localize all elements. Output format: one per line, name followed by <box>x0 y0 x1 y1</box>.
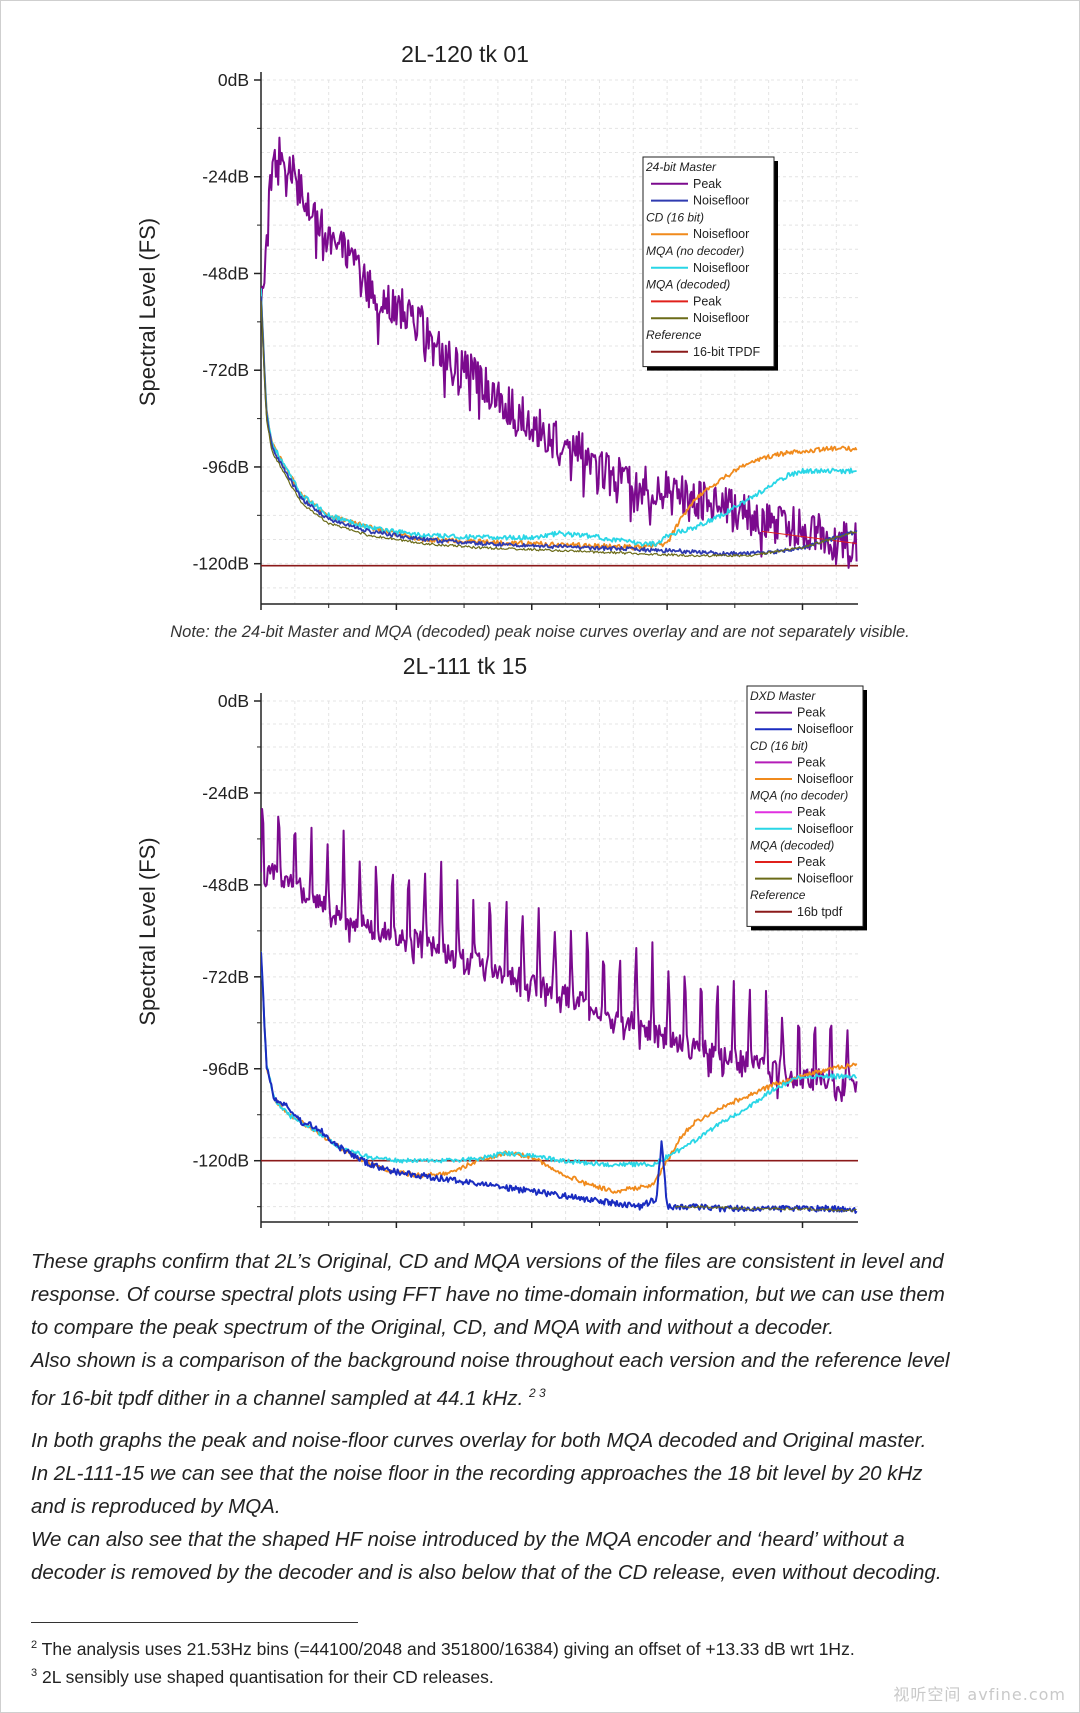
paragraph-1-line: to compare the peak spectrum of the Orig… <box>31 1316 834 1339</box>
series-line <box>674 1205 857 1213</box>
series-group <box>261 808 858 1214</box>
paragraph-2-line: In both graphs the peak and noise-floor … <box>31 1429 927 1452</box>
paragraph-2-line: In 2L-111-15 we can see that the noise f… <box>31 1462 923 1485</box>
y-tick-label: -96dB <box>202 457 249 477</box>
legend-label: 16-bit TPDF <box>693 345 761 359</box>
legend: DXD Master Peak Noisefloor CD (16 bit) Peak N… <box>746 685 867 931</box>
legend-header: MQA (decoded) <box>750 838 834 852</box>
series-line <box>261 300 857 558</box>
chart-note: Note: the 24-bit Master and MQA (decoded… <box>170 623 910 641</box>
y-tick-label: -120dB <box>193 554 249 574</box>
legend-label: Peak <box>797 805 826 819</box>
y-tick-label: -96dB <box>202 1059 249 1079</box>
footnote-number: 2 <box>31 1639 38 1652</box>
legend-box <box>746 685 864 927</box>
series-line <box>761 530 857 544</box>
legend-header: CD (16 bit) <box>750 739 808 753</box>
legend-label: Noisefloor <box>797 772 853 786</box>
footnote-text: 2L sensibly use shaped quantisation for … <box>42 1667 494 1687</box>
legend-header: MQA (no decoder) <box>646 244 744 258</box>
legend-label: Peak <box>693 177 722 191</box>
series-line <box>261 951 858 1168</box>
legend-header: MQA (no decoder) <box>750 789 848 803</box>
legend-header: 24-bit Master <box>645 160 717 174</box>
y-tick-label: 0dB <box>218 691 249 711</box>
chart-title: 2L-111 tk 15 <box>403 657 527 679</box>
footnote-number: 3 <box>31 1667 38 1680</box>
paragraph-2-line: We can also see that the shaped HF noise… <box>31 1528 905 1551</box>
watermark: 视听空间 avfine.com <box>893 1685 1066 1704</box>
series-line <box>261 288 857 547</box>
footnote-divider <box>31 1622 358 1623</box>
paragraph-2: In both graphs the peak and noise-floor … <box>31 1424 1061 1589</box>
paragraph-1-line: These graphs confirm that 2L’s Original,… <box>31 1250 944 1273</box>
legend-label: Peak <box>797 755 826 769</box>
paragraph-1: These graphs confirm that 2L’s Original,… <box>31 1245 1061 1415</box>
y-tick-label: -120dB <box>193 1151 249 1171</box>
legend-header: CD (16 bit) <box>646 210 704 224</box>
y-tick-label: -48dB <box>202 263 249 283</box>
legend-label: 16b tpdf <box>797 905 843 919</box>
footnote-2: 2 The analysis uses 21.53Hz bins (=44100… <box>31 1639 855 1660</box>
footnote-text: The analysis uses 21.53Hz bins (=44100/2… <box>41 1639 855 1659</box>
legend-box <box>642 156 775 368</box>
y-axis-label: Spectral Level (FS) <box>135 837 160 1025</box>
paragraph-2-line: and is reproduced by MQA. <box>31 1495 281 1518</box>
legend-header: Reference <box>646 328 702 342</box>
legend: 24-bit Master Peak Noisefloor CD (16 bit) No… <box>642 156 778 371</box>
legend-label: Peak <box>693 294 722 308</box>
y-axis-label: Spectral Level (FS) <box>135 218 160 406</box>
legend-label: Peak <box>797 855 826 869</box>
legend-label: Noisefloor <box>693 311 749 325</box>
chart-2l-111: 2L-111 tk 15 0dB -24dB -48dB -72dB -96dB -120d… <box>135 657 867 1228</box>
legend-label: Noisefloor <box>797 822 853 836</box>
y-tick-label: -24dB <box>202 783 249 803</box>
legend-header: Reference <box>750 888 806 902</box>
series-line <box>261 952 858 1214</box>
legend-label: Peak <box>797 706 826 720</box>
paragraph-2-line: decoder is removed by the decoder and is… <box>31 1561 942 1584</box>
series-group <box>261 136 858 569</box>
legend-label: Noisefloor <box>797 722 853 736</box>
series-line <box>261 296 858 557</box>
legend-label: Noisefloor <box>797 872 853 886</box>
y-tick-label: -72dB <box>202 360 249 380</box>
paragraph-1-line: for 16-bit tpdf dither in a channel samp… <box>31 1386 524 1410</box>
legend-label: Noisefloor <box>693 194 749 208</box>
paragraph-1-line: response. Of course spectral plots using… <box>31 1283 945 1306</box>
legend-header: DXD Master <box>750 689 816 703</box>
paragraph-1-line: Also shown is a comparison of the backgr… <box>31 1349 950 1372</box>
y-tick-label: -72dB <box>202 967 249 987</box>
y-tick-label: -24dB <box>202 167 249 187</box>
chart-title: 2L-120 tk 01 <box>401 41 529 67</box>
legend-label: Noisefloor <box>693 261 749 275</box>
paragraph-1-line-last: for 16-bit tpdf dither in a channel samp… <box>31 1377 1061 1415</box>
series-line <box>261 808 858 1103</box>
footnote-3: 3 2L sensibly use shaped quantisation fo… <box>31 1667 494 1688</box>
chart-2l-120: 2L-120 tk 01 0dB -24dB -48dB -72dB -96dB -120d… <box>135 41 858 610</box>
legend-label: Noisefloor <box>693 227 749 241</box>
y-tick-label: -48dB <box>202 875 249 895</box>
legend-header: MQA (decoded) <box>646 278 730 292</box>
y-tick-label: 0dB <box>218 70 249 90</box>
series-line <box>261 951 858 1194</box>
footnote-ref[interactable]: 2 3 <box>528 1386 546 1400</box>
series-line <box>261 136 858 569</box>
